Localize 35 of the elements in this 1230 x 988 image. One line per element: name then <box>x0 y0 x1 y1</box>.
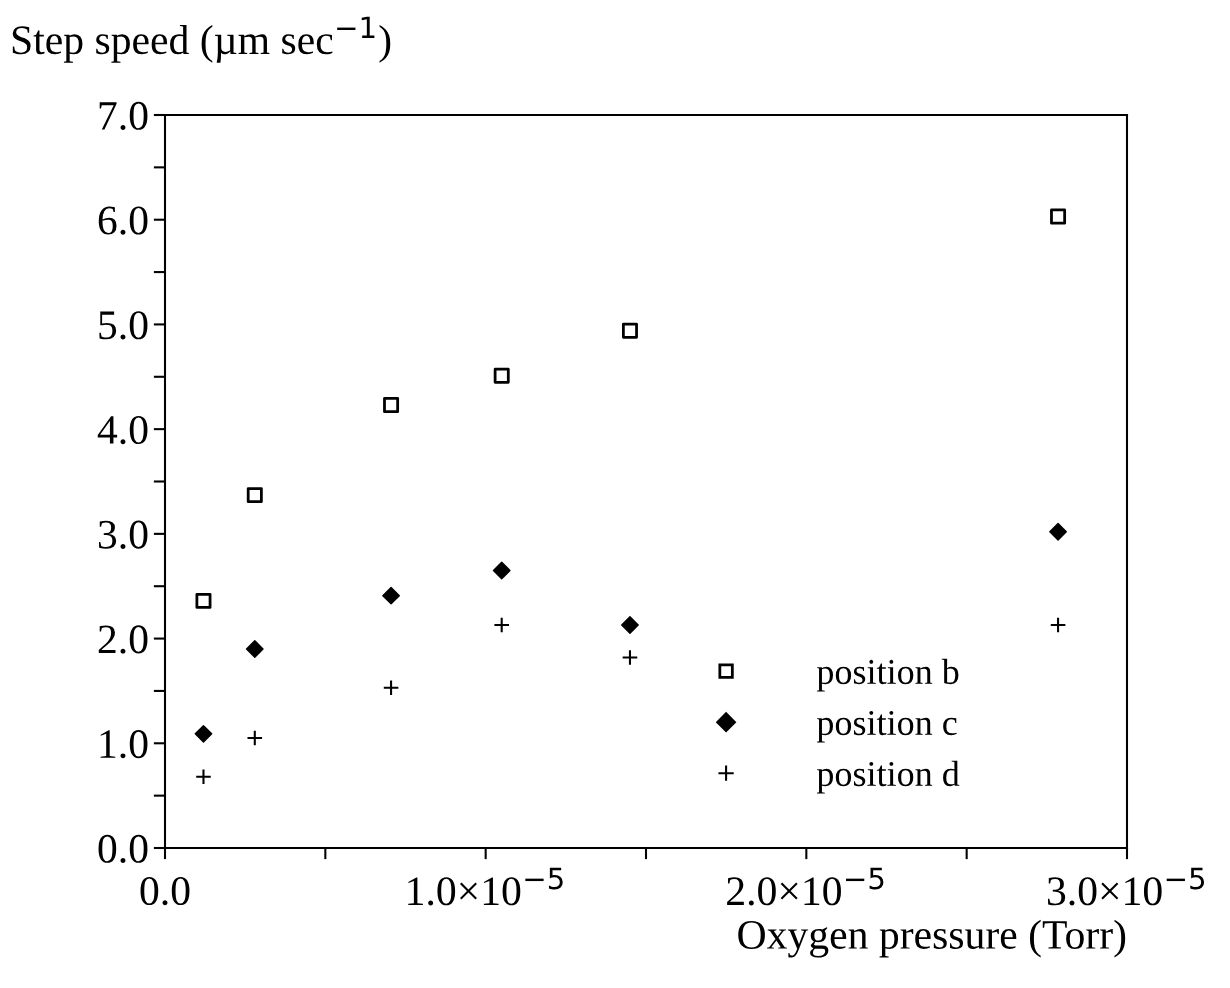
y-tick-label: 6.0 <box>98 206 148 235</box>
x-tick-label: 1.0×10$^{−5}$ <box>408 867 563 906</box>
y-tick-label: 7.0 <box>99 101 148 131</box>
point <box>382 586 400 605</box>
point <box>492 561 511 580</box>
y-axis-title: Step speed (µm sec$^{−1}$) <box>12 16 391 63</box>
point <box>195 768 212 786</box>
y-tick-label: 0.0 <box>98 834 148 864</box>
point <box>1050 208 1067 225</box>
point <box>382 679 400 697</box>
point <box>1049 616 1067 634</box>
legend-label: position d <box>816 760 960 794</box>
point <box>621 322 638 339</box>
point <box>194 724 213 743</box>
y-tick-label: 5.0 <box>99 311 148 340</box>
point <box>621 616 639 634</box>
point <box>621 649 639 666</box>
point <box>383 397 400 414</box>
point <box>493 616 511 634</box>
x-tick-label: 3.0×10$^{−5}$ <box>1047 867 1205 906</box>
y-tick-label: 4.0 <box>97 415 148 445</box>
y-tick-label: 1.0 <box>100 730 148 759</box>
legend-label: position c <box>816 710 957 743</box>
x-axis-title: Oxygen pressure (Torr) <box>738 919 1126 958</box>
point <box>246 487 263 504</box>
y-tick-label: 2.0 <box>98 625 148 654</box>
x-tick-label: 2.0×10$^{−5}$ <box>727 867 884 906</box>
point <box>1049 522 1067 541</box>
y-tick-label: 3.0 <box>98 520 148 549</box>
x-tick-label: 0.0 <box>140 876 190 906</box>
point <box>245 640 264 658</box>
point <box>493 367 510 384</box>
legend-label: position b <box>816 658 959 692</box>
point <box>246 729 264 747</box>
point <box>195 592 212 609</box>
